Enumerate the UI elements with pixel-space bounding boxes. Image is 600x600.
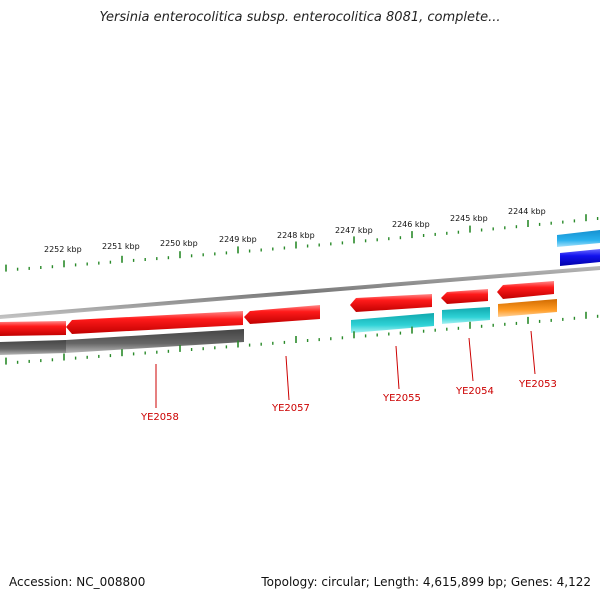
leader-line-ye2057 xyxy=(285,355,290,401)
scale-ticks-upper xyxy=(5,214,599,272)
gene-arrow-ye2057[interactable] xyxy=(244,305,320,324)
gene-bar-right-edge-lightblue[interactable] xyxy=(557,230,600,247)
gene-arrow-ye2058[interactable] xyxy=(66,311,243,334)
leader-line-ye2053 xyxy=(530,330,536,375)
gene-bar-ye2054[interactable] xyxy=(442,307,490,324)
gene-bar-ye2055[interactable] xyxy=(351,313,434,333)
gene-bar-ye2058-lower[interactable] xyxy=(66,329,244,353)
gene-arrow-ye2058-forward[interactable] xyxy=(0,321,66,336)
genome-backbone xyxy=(0,266,600,319)
gene-arrow-ye2053-forward[interactable] xyxy=(497,281,554,299)
accession-text: Accession: NC_008800 xyxy=(9,575,146,589)
gene-label-ye2057[interactable]: YE2057 xyxy=(271,403,310,414)
gene-label-ye2054[interactable]: YE2054 xyxy=(455,386,494,397)
topology-stats-text: Topology: circular; Length: 4,615,899 bp… xyxy=(261,575,591,589)
scale-label-2246: 2246 kbp xyxy=(392,220,430,229)
gene-arrow-ye2056[interactable] xyxy=(350,294,432,312)
scale-label-2245: 2245 kbp xyxy=(450,214,488,223)
leader-line-ye2055 xyxy=(395,345,400,390)
scale-label-2247: 2247 kbp xyxy=(335,226,373,235)
gene-arrow-ye2054[interactable] xyxy=(441,289,488,304)
gene-label-ye2055[interactable]: YE2055 xyxy=(382,393,421,404)
gene-bar-ye2053[interactable] xyxy=(498,299,557,317)
scale-ticks-lower xyxy=(5,311,599,365)
gene-bar-ye2058-lower-left[interactable] xyxy=(0,340,66,355)
scale-label-2249: 2249 kbp xyxy=(219,235,257,244)
scale-label-2250: 2250 kbp xyxy=(160,239,198,248)
gene-label-ye2058[interactable]: YE2058 xyxy=(140,412,179,423)
map-title: Yersinia enterocolitica subsp. enterocol… xyxy=(99,10,501,25)
scale-label-2252: 2252 kbp xyxy=(44,245,82,254)
scale-label-2248: 2248 kbp xyxy=(277,231,315,240)
scale-label-2251: 2251 kbp xyxy=(102,242,140,251)
leader-line-ye2054 xyxy=(468,337,474,382)
gene-arrow-right-edge-blue[interactable] xyxy=(560,249,600,266)
scale-label-2244: 2244 kbp xyxy=(508,207,546,216)
gene-label-ye2053[interactable]: YE2053 xyxy=(518,379,557,390)
